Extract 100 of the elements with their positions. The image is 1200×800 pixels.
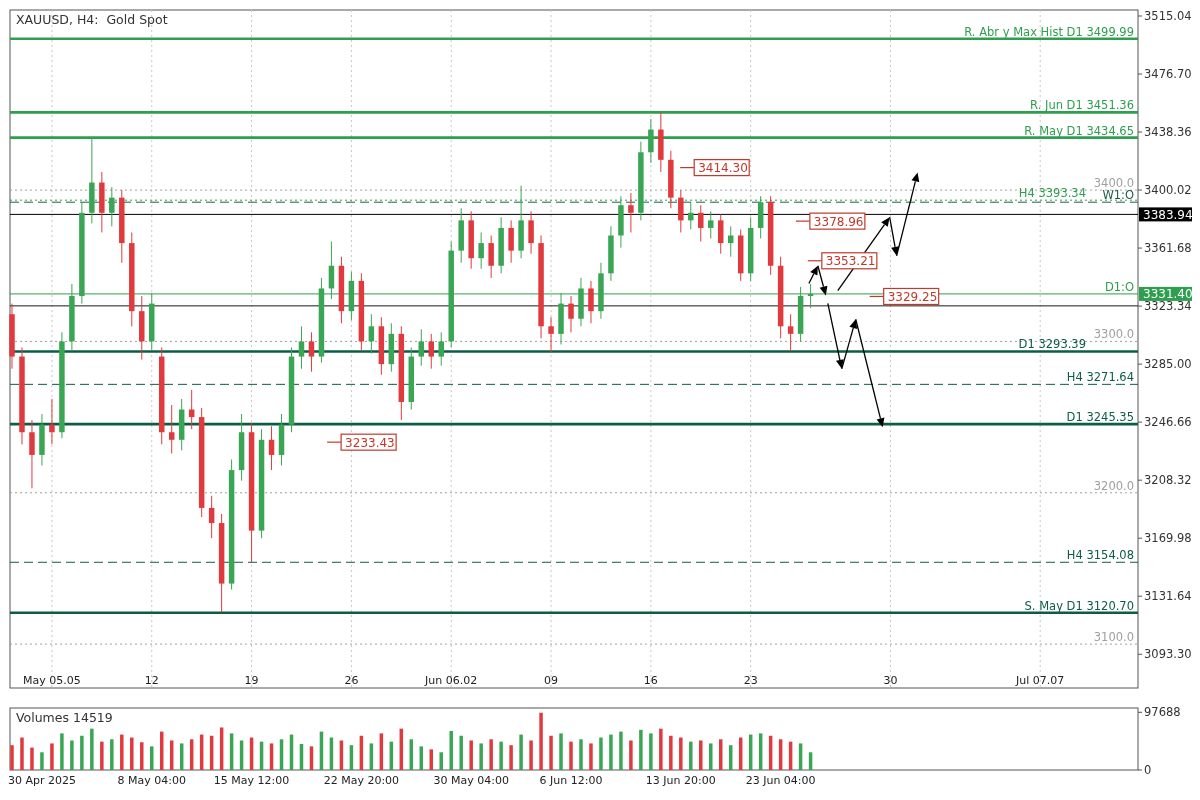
candlestick [268, 425, 275, 471]
candlestick [568, 295, 574, 333]
bar [709, 743, 713, 770]
bar [699, 740, 703, 770]
bar [529, 740, 533, 770]
candlestick [49, 398, 55, 445]
y-tick-label: 3131.64 [1144, 589, 1192, 604]
ref-line-label: D1:O [1104, 279, 1134, 294]
bar [619, 731, 623, 770]
bar [509, 745, 513, 770]
annotation: 3378.96 [813, 214, 864, 229]
bar [449, 731, 453, 770]
ref-line-label: 3100.0 [1093, 630, 1134, 645]
bar [10, 745, 14, 770]
candlestick [698, 204, 704, 243]
y-tick-label: 3476.70 [1144, 67, 1192, 82]
bar [579, 739, 583, 770]
x-tick-label: 30 Apr 2025 [7, 774, 76, 787]
candlestick [787, 313, 794, 352]
text: 3383.94 [1143, 207, 1193, 222]
bar [90, 728, 94, 770]
x-tick-label: Jul 07.07 [1015, 674, 1065, 687]
candlestick [508, 219, 514, 264]
annotation: 3329.25 [887, 289, 938, 304]
y-tick-label: 3361.68 [1144, 241, 1192, 256]
x-tick-label: 23 [743, 674, 758, 687]
ref-line-label: H4 3271.64 [1066, 370, 1134, 385]
y-tick-label: 3515.04 [1144, 8, 1192, 23]
bar [489, 739, 493, 770]
x-tick-label: 23 Jun 04:00 [745, 774, 816, 787]
bar [659, 728, 663, 770]
x-tick-label: 6 Jun 12:00 [539, 774, 603, 787]
x-tick-label: 16 [643, 674, 658, 687]
bar [439, 752, 443, 770]
bar [599, 737, 603, 770]
y-tick-label: 3093.30 [1144, 647, 1192, 662]
bar [80, 735, 84, 770]
bar [70, 740, 74, 770]
ref-line-label: D1 3293.39 [1018, 337, 1086, 352]
bar [459, 735, 463, 770]
x-tick-label: 22 May 20:00 [323, 774, 400, 787]
ref-line-label: D1 3245.35 [1066, 410, 1134, 425]
annotation: 3414.30 [698, 161, 748, 176]
bar [549, 735, 553, 770]
y-tick-label: 0 [1144, 763, 1152, 777]
bar [140, 742, 144, 770]
y-tick-label: 3169.98 [1144, 531, 1192, 546]
candlestick [528, 210, 534, 255]
x-tick-label: 8 May 04:00 [117, 774, 186, 787]
y-tick-label: 3208.32 [1144, 473, 1192, 488]
bar [559, 733, 563, 770]
y-tick-label: 3323.34 [1144, 299, 1192, 314]
bar [639, 729, 643, 770]
candlestick [478, 231, 484, 270]
y-tick-label: 97688 [1144, 705, 1181, 720]
bar [30, 747, 34, 770]
bar [20, 737, 24, 770]
y-tick-label: 3438.36 [1144, 125, 1192, 140]
ref-line-label: R. Jun D1 3451.36 [1030, 98, 1134, 113]
y-tick-label: 3285.00 [1144, 357, 1192, 372]
bar [569, 741, 573, 770]
x-tick-label: 09 [544, 674, 559, 687]
ref-line-label: S. May D1 3120.70 [1024, 598, 1134, 613]
bar [689, 741, 693, 770]
bar [609, 734, 613, 770]
candlestick [488, 235, 494, 279]
x-tick-label: Jun 06.02 [424, 674, 478, 687]
bar [479, 743, 483, 770]
text: 3331.40 [1143, 287, 1193, 302]
candlestick [718, 213, 724, 255]
ref-line-label: 3200.0 [1093, 478, 1134, 493]
x-tick-label: May 05.05 [23, 674, 81, 687]
bar [629, 740, 633, 770]
candlestick [727, 225, 734, 258]
candlestick [208, 495, 215, 539]
bar [60, 733, 64, 770]
candlestick [428, 333, 434, 370]
ref-line-label: R. May D1 3434.65 [1024, 123, 1134, 138]
bar [669, 735, 673, 770]
chart-title: XAUUSD, H4: Gold Spot [16, 12, 168, 27]
x-tick-label: 12 [144, 674, 159, 687]
ref-line-label: H4 3154.08 [1066, 548, 1134, 563]
candlestick [628, 192, 634, 233]
bar [589, 743, 593, 770]
candlestick [368, 313, 375, 355]
bar [469, 740, 473, 770]
ref-line-label: W1:O [1102, 188, 1134, 203]
bar [110, 739, 114, 770]
bar [649, 733, 653, 770]
candlestick [708, 210, 714, 240]
bar [50, 743, 54, 770]
ref-line-label: H4 3393.34 [1018, 186, 1086, 201]
annotation: 3353.21 [825, 254, 876, 269]
candlestick [298, 325, 305, 370]
annotation: 3233.43 [345, 435, 395, 450]
chart-title: Volumes 14519 [16, 710, 113, 725]
x-tick-label: 19 [244, 674, 259, 687]
bar [539, 712, 543, 770]
ref-line-label: 3300.0 [1093, 327, 1134, 342]
ref-line-label: 3400.0 [1093, 176, 1134, 191]
